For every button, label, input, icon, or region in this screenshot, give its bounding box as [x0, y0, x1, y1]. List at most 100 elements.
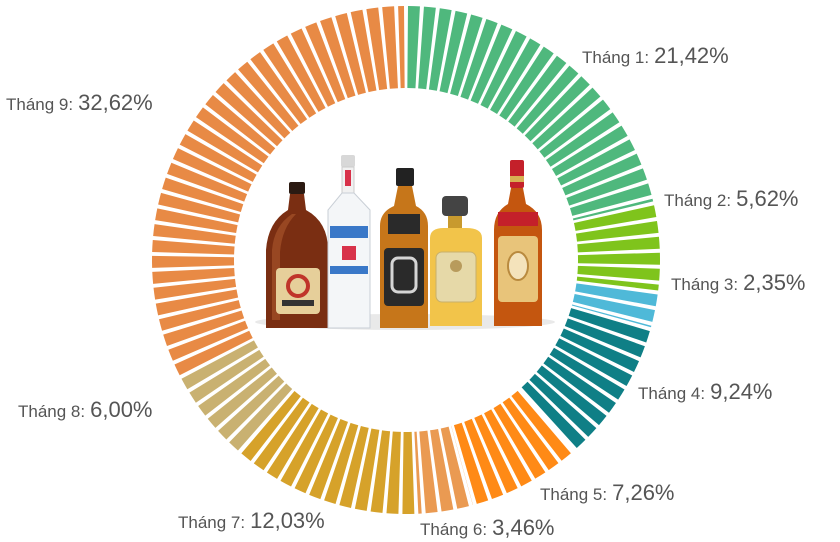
slice-stripe — [539, 99, 611, 158]
slice-stripe — [350, 9, 377, 93]
slice-stripe — [354, 428, 380, 511]
slice-stripe — [418, 6, 436, 90]
slice-labels: Tháng 1: 21,42% Tháng 2: 5,62% Tháng 3: 2,3… — [6, 43, 806, 540]
slice-stripe — [205, 94, 276, 155]
slice-5 — [451, 390, 571, 506]
slice-stripe — [305, 22, 346, 103]
liquor-bottles-illustration — [255, 155, 555, 330]
slice-stripe — [263, 43, 317, 118]
slice-stripe — [152, 239, 235, 255]
slice-stripe — [215, 83, 283, 147]
slice-stripe — [339, 425, 369, 508]
slice-stripe — [174, 330, 253, 376]
slice-stripe — [253, 397, 310, 471]
slice-stripe — [172, 148, 252, 192]
slice-stripe — [430, 428, 454, 512]
whiskey-bottle-icon — [380, 168, 428, 328]
slice-stripe — [440, 426, 469, 509]
label-thang-7: Tháng 7: 12,03% — [178, 508, 325, 533]
slice-stripe — [229, 383, 293, 451]
slice-stripe — [179, 134, 257, 182]
slice-stripe — [566, 168, 647, 206]
slice-stripe — [524, 76, 590, 142]
label-thang-8: Tháng 8: 6,00% — [18, 397, 153, 422]
tequila-bottle-icon — [430, 196, 482, 326]
slice-stripe — [366, 7, 388, 91]
slice-stripe — [382, 6, 398, 89]
slice-stripe — [551, 125, 628, 176]
slice-stripe — [562, 153, 642, 196]
slice-stripe — [555, 338, 633, 387]
slice-stripe — [499, 46, 554, 121]
slice-stripe — [451, 425, 473, 506]
brandy-bottle-icon — [494, 160, 542, 326]
slice-stripe — [575, 283, 658, 307]
slice-2 — [573, 205, 660, 291]
slice-stripe — [276, 35, 326, 112]
slice-stripe — [557, 139, 635, 186]
slice-stripe — [508, 55, 567, 127]
slice-stripe — [532, 87, 601, 150]
slice-stripe — [153, 224, 236, 244]
slice-stripe — [153, 278, 237, 300]
slice-stripe — [484, 409, 532, 487]
label-thang-5: Tháng 5: 7,26% — [540, 480, 675, 505]
slice-stripe — [320, 17, 356, 99]
slice-4 — [521, 308, 650, 449]
slice-stripe — [162, 177, 244, 212]
donut-ring — [152, 6, 660, 514]
slice-stripe — [198, 358, 271, 416]
slice-stripe — [450, 14, 483, 97]
slice-8 — [181, 340, 293, 451]
slice-stripe — [568, 308, 650, 343]
slice-stripe — [158, 300, 241, 331]
slice-stripe — [543, 356, 616, 413]
slice-stripe — [453, 422, 489, 504]
slice-stripe — [464, 418, 504, 500]
label-thang-3: Tháng 3: 2,35% — [671, 270, 806, 295]
slice-stripe — [238, 61, 299, 131]
slice-9 — [152, 6, 405, 376]
slice-stripe — [571, 304, 652, 328]
slice-stripe — [577, 265, 660, 281]
slice-stripe — [402, 431, 415, 514]
slice-stripe — [414, 431, 422, 514]
slice-stripe — [294, 414, 338, 494]
slice-stripe — [195, 107, 269, 164]
slice-stripe — [152, 268, 235, 284]
slice-stripe — [398, 6, 405, 89]
slice-stripe — [516, 65, 579, 134]
slice-stripe — [266, 403, 319, 479]
slice-stripe — [474, 414, 518, 494]
slice-stripe — [564, 318, 645, 358]
cognac-bottle-icon — [266, 182, 328, 328]
slice-stripe — [490, 38, 541, 115]
slice-stripe — [572, 293, 655, 322]
slice-stripe — [168, 320, 249, 361]
slice-stripe — [187, 120, 263, 173]
slice-stripe — [439, 10, 468, 94]
slice-stripe — [576, 276, 659, 291]
slice-stripe — [158, 192, 241, 223]
label-thang-1: Tháng 1: 21,42% — [582, 43, 729, 68]
slice-stripe — [218, 375, 285, 440]
slice-stripe — [152, 255, 235, 268]
slice-stripe — [529, 373, 597, 437]
slice-stripe — [335, 12, 366, 95]
slice-stripe — [470, 24, 513, 104]
slice-stripe — [480, 31, 527, 109]
slice-stripe — [577, 252, 660, 265]
slice-stripe — [250, 52, 308, 125]
slice-stripe — [575, 220, 659, 242]
slice-stripe — [460, 19, 498, 100]
slice-stripe — [155, 208, 238, 234]
slice-stripe — [511, 390, 571, 461]
slice-stripe — [536, 365, 607, 426]
label-thang-9: Tháng 9: 32,62% — [6, 90, 153, 115]
slice-stripe — [181, 340, 258, 390]
slice-stripe — [419, 430, 438, 514]
slice-stripe — [280, 409, 329, 487]
slice-stripe — [502, 397, 559, 471]
slice-stripe — [573, 205, 657, 231]
